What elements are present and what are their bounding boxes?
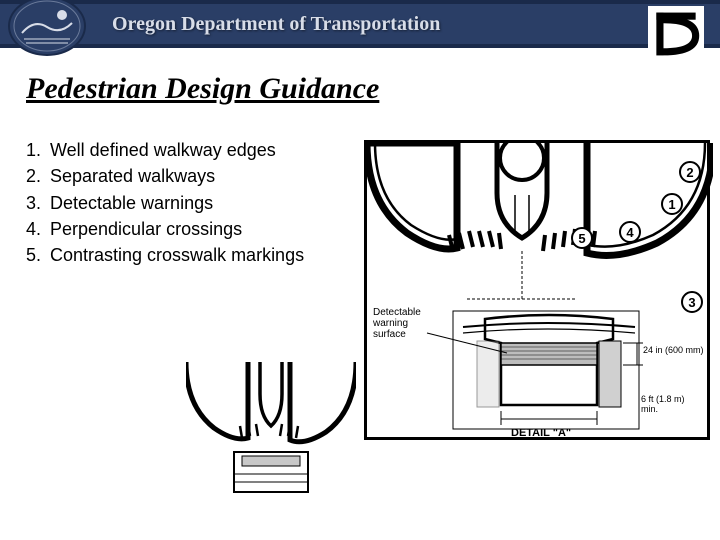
callout-num: 3 xyxy=(688,295,695,310)
odot-logo-right xyxy=(648,6,704,62)
detectable-label: Detectable warning surface xyxy=(373,307,421,340)
callout-1: 1 xyxy=(661,193,683,215)
list-num: 1. xyxy=(26,138,50,162)
list-num: 3. xyxy=(26,191,50,215)
guidance-list: 1.Well defined walkway edges 2.Separated… xyxy=(0,124,330,269)
list-text: Perpendicular crossings xyxy=(50,217,242,241)
detail-a-label: DETAIL "A" xyxy=(511,427,571,439)
list-item: 4.Perpendicular crossings xyxy=(26,217,330,241)
odot-seal xyxy=(8,0,86,56)
list-num: 5. xyxy=(26,243,50,267)
list-text: Contrasting crosswalk markings xyxy=(50,243,304,267)
small-diagram xyxy=(186,356,356,500)
callout-num: 2 xyxy=(686,165,693,180)
list-item: 3.Detectable warnings xyxy=(26,191,330,215)
main-diagram: 1 2 3 4 5 Detectable warning surface 24 … xyxy=(364,140,710,440)
dim-24in: 24 in (600 mm) xyxy=(643,345,704,355)
list-item: 5.Contrasting crosswalk markings xyxy=(26,243,330,267)
dim-6ft: 6 ft (1.8 m) min. xyxy=(641,395,685,415)
callout-num: 5 xyxy=(578,231,585,246)
list-item: 2.Separated walkways xyxy=(26,164,330,188)
callout-num: 4 xyxy=(626,225,633,240)
callout-2: 2 xyxy=(679,161,701,183)
list-num: 2. xyxy=(26,164,50,188)
header-title: Oregon Department of Transportation xyxy=(112,13,440,36)
callout-num: 1 xyxy=(668,197,675,212)
list-num: 4. xyxy=(26,217,50,241)
list-text: Detectable warnings xyxy=(50,191,213,215)
list-text: Well defined walkway edges xyxy=(50,138,276,162)
page-title: Pedestrian Design Guidance xyxy=(26,72,720,106)
callout-4: 4 xyxy=(619,221,641,243)
list-text: Separated walkways xyxy=(50,164,215,188)
callout-5: 5 xyxy=(571,227,593,249)
header-bar: Oregon Department of Transportation xyxy=(0,0,720,48)
list-item: 1.Well defined walkway edges xyxy=(26,138,330,162)
callout-3: 3 xyxy=(681,291,703,313)
